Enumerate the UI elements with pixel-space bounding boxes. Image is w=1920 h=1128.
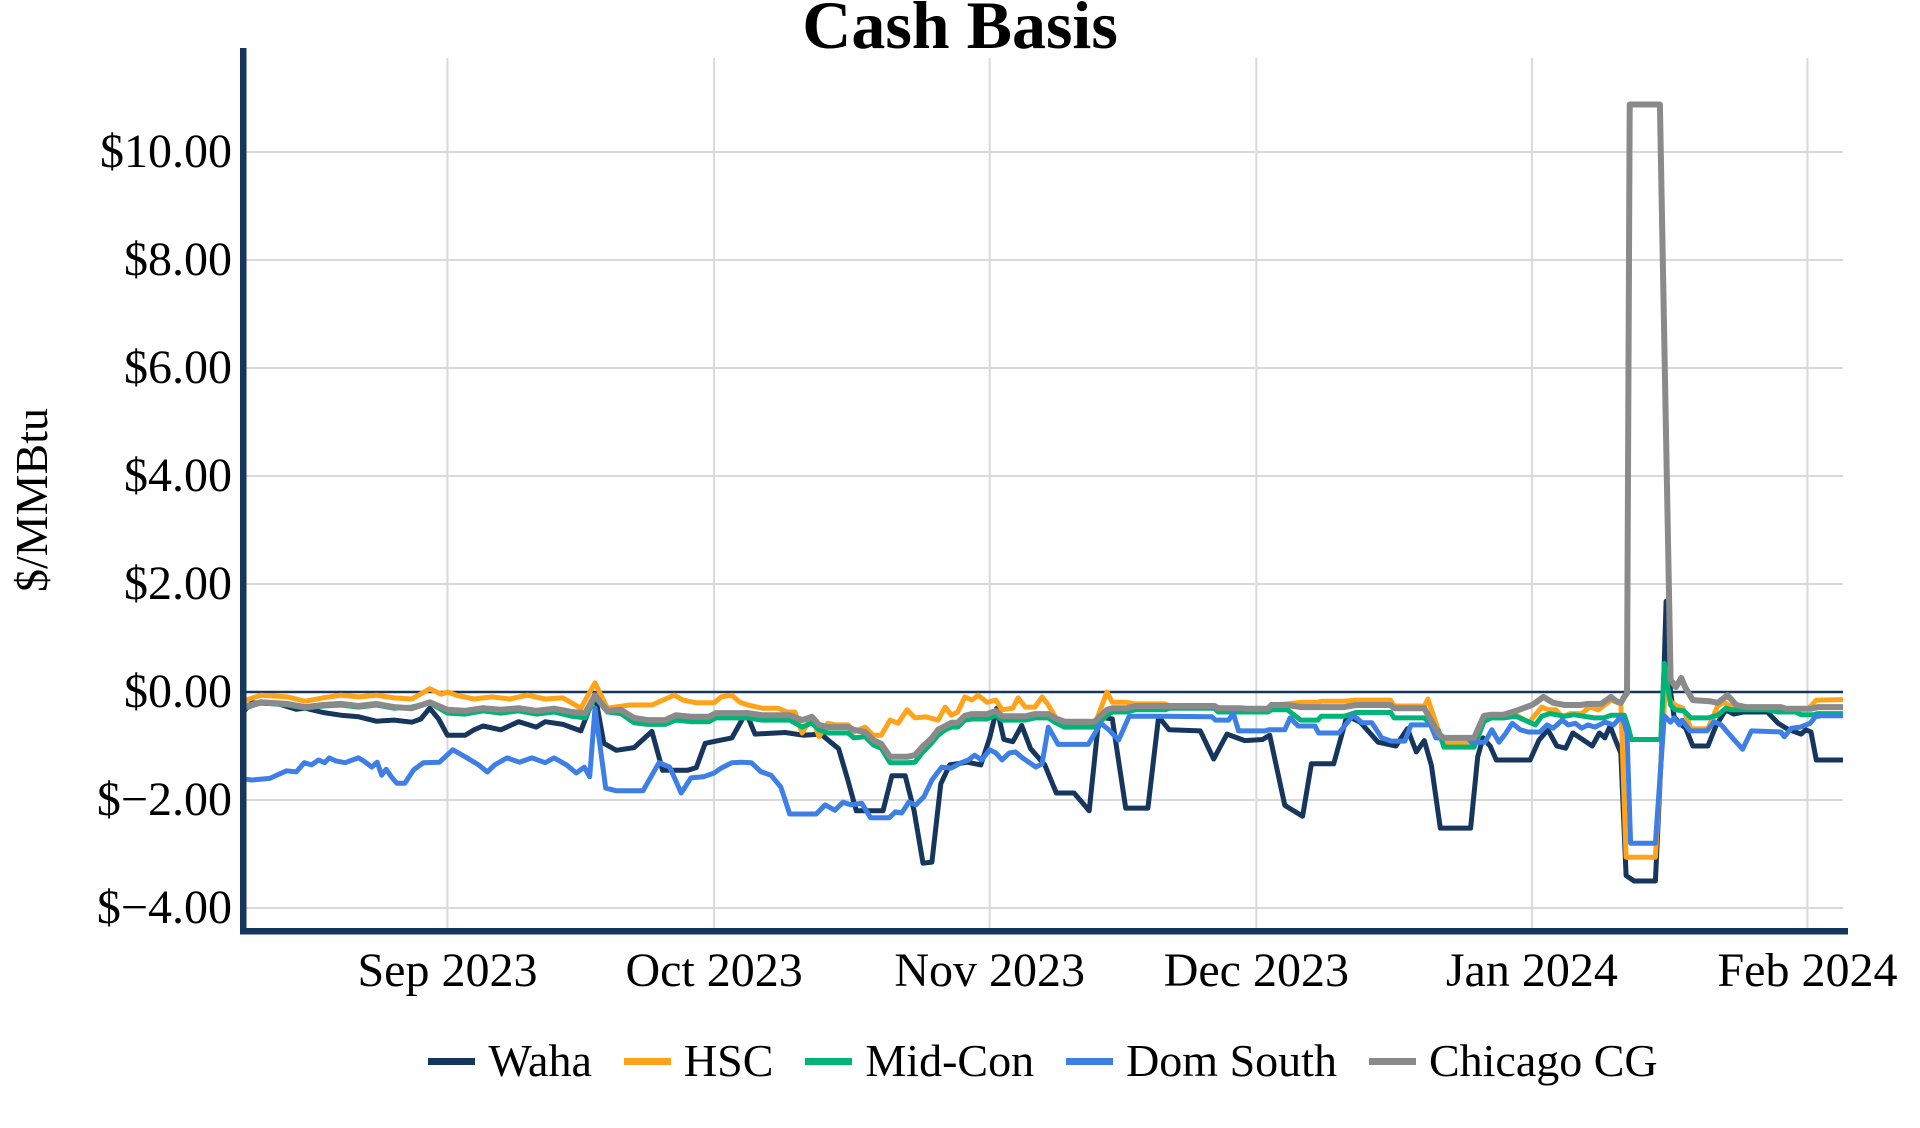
x-tick-label: Sep 2023 [357,944,538,997]
y-tick-label: $2.00 [124,557,232,610]
x-tick-label: Oct 2023 [625,944,803,997]
y-tick-label: $−4.00 [96,881,232,934]
y-tick-label: $6.00 [124,341,232,394]
legend-swatch-chicago-cg [1368,1057,1416,1065]
y-tick-label: $8.00 [124,233,232,286]
y-tick-label: $−2.00 [96,773,232,826]
legend-item-hsc: HSC [623,1034,774,1088]
x-tick-label: Jan 2024 [1445,944,1618,997]
x-axis-line [240,928,1848,935]
series-line-hsc [242,680,1844,860]
legend-label-hsc: HSC [683,1035,774,1086]
legend-label-chicago-cg: Chicago CG [1428,1035,1658,1086]
legend-item-chicago-cg: Chicago CG [1368,1034,1658,1088]
legend-label-waha: Waha [488,1035,592,1086]
chart-legend: Waha HSC Mid-Con Dom South Chicago CG [243,1034,1843,1088]
x-tick-label: Dec 2023 [1163,944,1349,997]
series-line-dom-south [242,705,1843,846]
chart-title: Cash Basis [802,0,1118,63]
legend-swatch-hsc [623,1057,671,1065]
legend-item-waha: Waha [428,1034,592,1088]
legend-swatch-waha [428,1057,476,1065]
legend-label-mid-con: Mid-Con [865,1035,1035,1086]
y-axis-line [240,48,247,934]
legend-swatch-mid-con [805,1057,853,1065]
legend-label-dom-south: Dom South [1126,1035,1337,1086]
legend-item-dom-south: Dom South [1066,1034,1337,1088]
legend-item-mid-con: Mid-Con [805,1034,1034,1088]
series-line-chicago-cg [242,101,1843,760]
x-tick-label: Nov 2023 [894,944,1085,997]
legend-swatch-dom-south [1066,1057,1114,1065]
y-tick-label: $4.00 [124,449,232,502]
y-tick-label: $10.00 [100,125,232,178]
y-tick-label: $0.00 [124,665,232,718]
series-line-waha [241,598,1843,884]
x-tick-label: Feb 2024 [1717,944,1898,997]
